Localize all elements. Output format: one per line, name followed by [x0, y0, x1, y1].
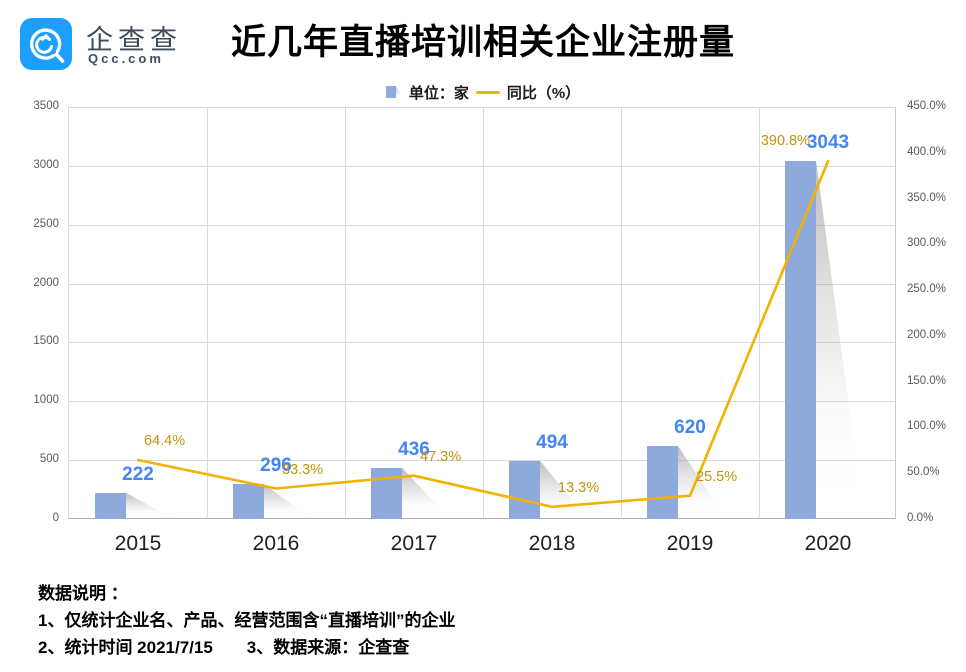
h-gridline — [69, 107, 895, 108]
notes: 数据说明 ： 1、仅统计企业名、产品、经营范围含“直播培训”的企业 2、统计时间… — [38, 580, 455, 661]
y-axis-tick-right: 300.0% — [907, 237, 947, 250]
h-gridline — [69, 165, 895, 167]
bar-value-label: 494 — [536, 431, 568, 453]
logo-domain: Qcc.com — [88, 51, 164, 66]
bar — [785, 160, 816, 519]
x-axis-label: 2020 — [804, 532, 852, 555]
y-axis-tick-right: 150.0% — [907, 374, 947, 387]
v-gridline — [621, 107, 622, 519]
bar — [509, 460, 540, 519]
v-gridline — [759, 107, 760, 519]
notes-line-1: 1、仅统计企业名、产品、经营范围含“直播培训”的企业 — [38, 611, 456, 630]
y-axis-tick-left: 1000 — [33, 394, 59, 407]
y-axis-tick-left: 2000 — [33, 276, 59, 289]
line-pct-label: 64.4% — [144, 433, 186, 450]
legend-line-label: 同比（%） — [506, 84, 581, 102]
page-title: 近几年直播培训相关企业注册量 — [230, 23, 735, 62]
y-axis-tick-left: 0 — [52, 512, 59, 524]
y-axis-tick-right: 200.0% — [907, 328, 947, 341]
line-pct-label: 25.5% — [696, 468, 738, 485]
bar-value-label: 436 — [398, 438, 430, 460]
bar-value-label: 3043 — [806, 131, 850, 153]
line-series — [136, 159, 830, 509]
h-gridline — [69, 518, 895, 519]
bar-series-marker-icon — [385, 86, 403, 98]
h-gridline — [69, 460, 895, 462]
y-axis-tick-right: 100.0% — [907, 420, 947, 433]
y-axis-tick-right: 450.0% — [907, 100, 947, 112]
y-axis-tick-right: 400.0% — [907, 145, 947, 158]
line-pct-label: 47.3% — [420, 448, 462, 465]
bar — [233, 484, 264, 519]
legend: 单位：家 同比（%） — [0, 82, 966, 102]
h-gridline — [69, 401, 895, 403]
y-axis-tick-right: 0.0% — [907, 512, 934, 524]
v-gridline — [207, 107, 208, 519]
y-axis-tick-right: 50.0% — [907, 466, 940, 479]
x-axis-label: 2017 — [390, 532, 438, 555]
x-axis-label: 2018 — [528, 532, 576, 555]
line-pct-label: 13.3% — [558, 479, 600, 496]
h-gridline — [69, 342, 895, 344]
x-axis-label: 2015 — [114, 532, 162, 555]
v-gridline — [345, 107, 346, 519]
y-axis-tick-right: 250.0% — [907, 283, 947, 296]
v-gridline — [483, 107, 484, 519]
y-axis-tick-right: 350.0% — [907, 191, 947, 204]
h-gridline — [69, 283, 895, 285]
y-axis-tick-left: 3000 — [33, 158, 59, 171]
bar — [647, 446, 678, 519]
bar — [95, 492, 126, 519]
x-axis-label: 2016 — [252, 532, 300, 555]
line-pct-label: 390.8% — [760, 133, 810, 150]
bar-value-label: 222 — [122, 463, 154, 485]
notes-line-2: 2、统计时间 2021/7/15 3、数据来源：企查查 — [38, 638, 410, 657]
plot-area: 0 500 1000 1500 2000 2500 3000 3500 0.0% 50.0% 100… — [33, 100, 946, 555]
bar-value-label: 620 — [674, 417, 706, 439]
h-gridline — [69, 224, 895, 226]
line-pct-label: 33.3% — [282, 461, 324, 478]
notes-heading: 数据说明 ： — [38, 584, 128, 603]
bar-value-label: 296 — [260, 455, 292, 477]
line-series-marker-icon — [475, 90, 500, 94]
y-axis-tick-left: 2500 — [33, 217, 59, 230]
legend-bar-label: 单位：家 — [408, 84, 469, 102]
y-axis-tick-left: 3500 — [33, 100, 59, 112]
logo-brand-name: 企查查 — [86, 25, 182, 55]
x-axis-label: 2019 — [666, 532, 714, 555]
qcc-logo: 企查查 Qcc.com — [20, 16, 240, 72]
y-axis-tick-left: 1500 — [33, 335, 59, 348]
y-axis-tick-left: 500 — [39, 453, 59, 466]
qcc-logo-icon — [20, 18, 72, 70]
